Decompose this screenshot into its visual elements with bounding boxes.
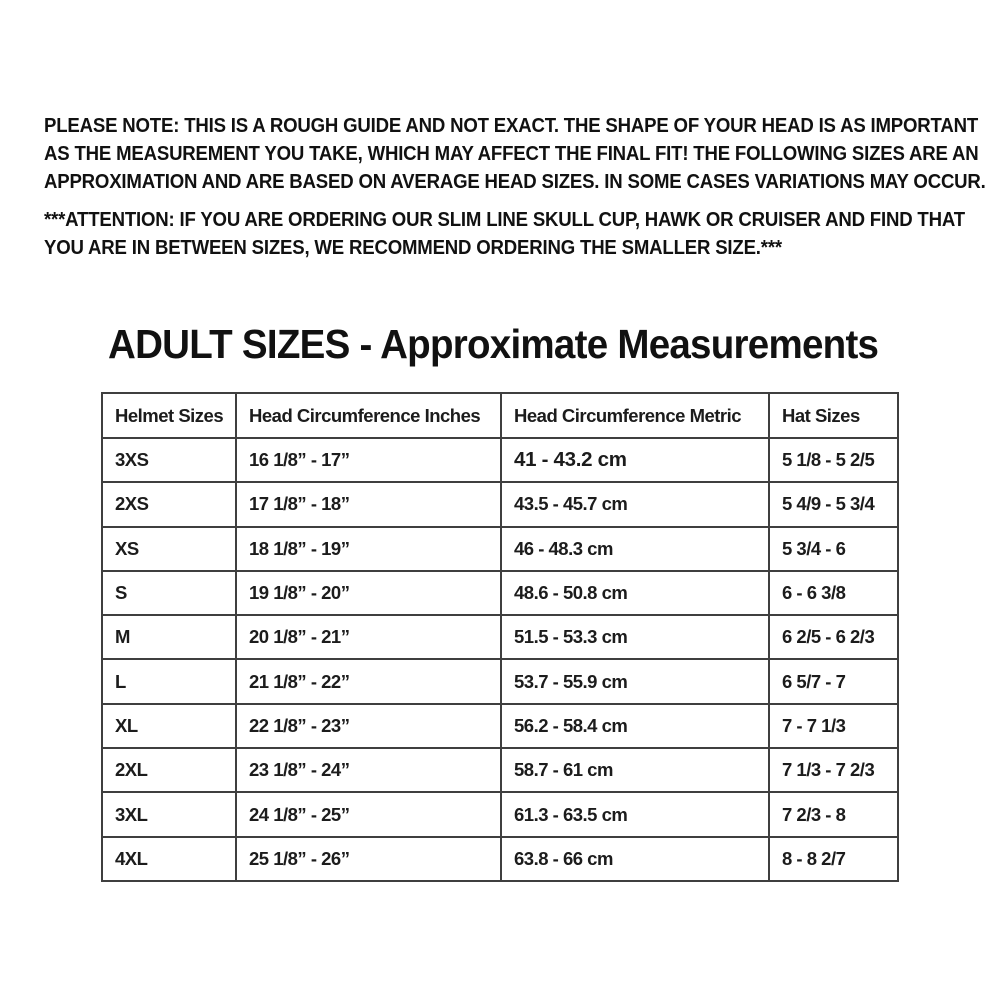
table-cell: 56.2 - 58.4 cm: [500, 702, 770, 750]
table-row: M 20 1/8” - 21” 51.5 - 53.3 cm 6 2/5 - 6 2/…: [101, 614, 899, 661]
table-cell: 63.8 - 66 cm: [500, 835, 770, 882]
table-cell: L: [101, 658, 237, 705]
table-cell: 5 1/8 - 5 2/5: [768, 436, 899, 484]
table-cell: 2XS: [101, 481, 237, 528]
table-cell: S: [101, 569, 237, 617]
table-cell: 5 3/4 - 6: [768, 525, 899, 572]
table-cell: XL: [101, 702, 237, 750]
table-cell: 22 1/8” - 23”: [235, 702, 502, 750]
table-cell: M: [101, 614, 237, 661]
table-row: 3XL 24 1/8” - 25” 61.3 - 63.5 cm 7 2/3 - 8: [101, 791, 899, 838]
table-row: XL 22 1/8” - 23” 56.2 - 58.4 cm 7 - 7 1/3: [101, 702, 899, 750]
attention-line: ***ATTENTION: IF YOU ARE ORDERING OUR SL…: [44, 209, 965, 231]
table-cell: 18 1/8” - 19”: [235, 525, 502, 572]
attention-line: YOU ARE IN BETWEEN SIZES, WE RECOMMEND O…: [44, 237, 782, 259]
table-cell: 3XS: [101, 436, 237, 484]
table-cell: 7 1/3 - 7 2/3: [768, 747, 899, 794]
table-cell: 6 2/5 - 6 2/3: [768, 614, 899, 661]
header-hat-sizes: Hat Sizes: [768, 392, 899, 439]
table-cell: 6 - 6 3/8: [768, 569, 899, 617]
table-cell: 17 1/8” - 18”: [235, 481, 502, 528]
table-cell: 25 1/8” - 26”: [235, 835, 502, 882]
table-row: L 21 1/8” - 22” 53.7 - 55.9 cm 6 5/7 - 7: [101, 658, 899, 705]
table-cell: 5 4/9 - 5 3/4: [768, 481, 899, 528]
header-circumference-inches: Head Circumference Inches: [235, 392, 502, 439]
header-circumference-metric: Head Circumference Metric: [500, 392, 770, 439]
table-cell: 3XL: [101, 791, 237, 838]
page-title: ADULT SIZES - Approximate Measurements: [108, 321, 879, 367]
table-cell: 43.5 - 45.7 cm: [500, 481, 770, 528]
table-cell: 21 1/8” - 22”: [235, 658, 502, 705]
table-cell: XS: [101, 525, 237, 572]
table-cell: 16 1/8” - 17”: [235, 436, 502, 484]
table-cell: 8 - 8 2/7: [768, 835, 899, 882]
table-cell: 48.6 - 50.8 cm: [500, 569, 770, 617]
table-cell: 7 - 7 1/3: [768, 702, 899, 750]
table-row: 3XS 16 1/8” - 17” 41 - 43.2 cm 5 1/8 - 5 2/…: [101, 436, 899, 484]
table-cell: 41 - 43.2 cm: [500, 436, 770, 484]
attention-paragraph: ***ATTENTION: IF YOU ARE ORDERING OUR SL…: [44, 206, 965, 262]
table-row: 2XL 23 1/8” - 24” 58.7 - 61 cm 7 1/3 - 7 2/…: [101, 747, 899, 794]
note-line: APPROXIMATION AND ARE BASED ON AVERAGE H…: [44, 171, 986, 193]
table-row: 4XL 25 1/8” - 26” 63.8 - 66 cm 8 - 8 2/7: [101, 835, 899, 882]
header-helmet-sizes: Helmet Sizes: [101, 392, 237, 439]
table-cell: 23 1/8” - 24”: [235, 747, 502, 794]
table-cell: 51.5 - 53.3 cm: [500, 614, 770, 661]
table-row: 2XS 17 1/8” - 18” 43.5 - 45.7 cm 5 4/9 - 5 …: [101, 481, 899, 528]
table-cell: 6 5/7 - 7: [768, 658, 899, 705]
adult-sizes-table: Helmet Sizes Head Circumference Inches H…: [101, 392, 899, 882]
size-table-body: 3XS 16 1/8” - 17” 41 - 43.2 cm 5 1/8 - 5 2/…: [101, 436, 899, 882]
table-header: Helmet Sizes Head Circumference Inches H…: [101, 392, 899, 439]
table-cell: 24 1/8” - 25”: [235, 791, 502, 838]
note-line: PLEASE NOTE: THIS IS A ROUGH GUIDE AND N…: [44, 115, 979, 137]
table-cell: 20 1/8” - 21”: [235, 614, 502, 661]
table-cell: 4XL: [101, 835, 237, 882]
note-paragraph: PLEASE NOTE: THIS IS A ROUGH GUIDE AND N…: [44, 112, 986, 196]
table-cell: 2XL: [101, 747, 237, 794]
header-row: Helmet Sizes Head Circumference Inches H…: [101, 392, 899, 439]
table-cell: 7 2/3 - 8: [768, 791, 899, 838]
table-cell: 61.3 - 63.5 cm: [500, 791, 770, 838]
table-cell: 58.7 - 61 cm: [500, 747, 770, 794]
table-cell: 19 1/8” - 20”: [235, 569, 502, 617]
table-cell: 53.7 - 55.9 cm: [500, 658, 770, 705]
note-line: AS THE MEASUREMENT YOU TAKE, WHICH MAY A…: [44, 143, 979, 165]
table-row: S 19 1/8” - 20” 48.6 - 50.8 cm 6 - 6 3/8: [101, 569, 899, 617]
table-cell: 46 - 48.3 cm: [500, 525, 770, 572]
table-row: XS 18 1/8” - 19” 46 - 48.3 cm 5 3/4 - 6: [101, 525, 899, 572]
